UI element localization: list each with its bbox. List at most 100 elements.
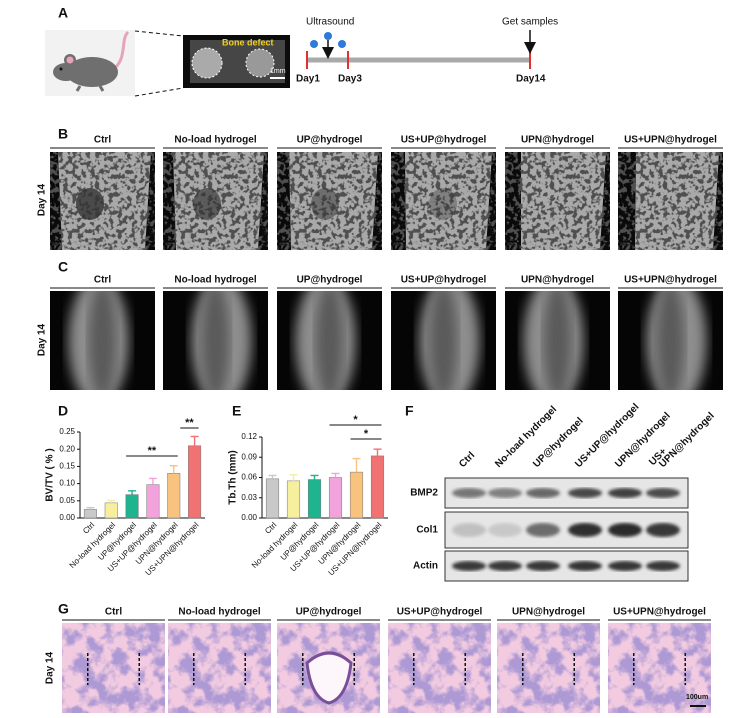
y-tick-label: 0.00 — [59, 513, 75, 522]
y-tick-label: 0.05 — [59, 496, 75, 505]
ct-texture — [505, 152, 610, 250]
panel-label: A — [58, 5, 68, 21]
mouse-illustration — [45, 30, 135, 96]
he-implant — [305, 651, 353, 705]
image — [618, 291, 723, 390]
significance-label: ** — [148, 445, 157, 457]
blot-band — [608, 561, 642, 571]
error-bar — [128, 490, 137, 495]
he-texture — [62, 623, 165, 713]
ct-defect — [311, 188, 339, 220]
zoom-line — [134, 87, 184, 97]
image — [391, 152, 496, 250]
blot-band — [452, 523, 486, 537]
lane-label: No-load hydrogel — [493, 404, 559, 470]
image — [505, 152, 610, 250]
image — [50, 291, 155, 390]
ct-texture — [618, 152, 723, 250]
xray-core — [201, 291, 230, 390]
error-bar — [190, 435, 199, 446]
ct-defect — [76, 188, 104, 220]
y-tick-label: 0.25 — [59, 427, 75, 436]
he-texture — [168, 623, 271, 713]
blot-band — [568, 561, 602, 571]
error-bar — [86, 506, 95, 510]
error-bar — [331, 472, 340, 478]
image — [163, 152, 268, 250]
row-label: Day 14 — [37, 183, 48, 216]
group-header: US+UP@hydrogel — [397, 607, 483, 618]
blot-band — [646, 488, 680, 498]
image — [391, 291, 496, 390]
error-bar — [169, 465, 178, 474]
scale-label: 1mm — [270, 68, 286, 75]
lane-label: US+UP@hydrogel — [573, 402, 641, 470]
xray-core — [315, 291, 344, 390]
blot-band — [526, 488, 560, 498]
image — [62, 623, 165, 713]
group-header: Ctrl — [94, 135, 111, 146]
group-header: US+UPN@hydrogel — [624, 275, 717, 286]
bar — [146, 484, 160, 519]
bar — [286, 480, 301, 519]
scale-label: 100um — [686, 694, 708, 701]
bar — [83, 509, 97, 519]
blot-band — [488, 561, 522, 571]
y-tick-label: 0.06 — [241, 473, 257, 482]
row-label: BMP2 — [410, 488, 438, 499]
y-tick-label: 0.09 — [241, 452, 257, 461]
timeline-label: Ultrasound — [306, 17, 354, 28]
image — [277, 623, 380, 713]
y-tick-label: 0.20 — [59, 444, 75, 453]
error-bar — [289, 474, 298, 481]
bar — [104, 502, 118, 519]
group-header: No-load hydrogel — [178, 607, 260, 618]
blot-band — [568, 488, 602, 498]
error-bar — [107, 499, 116, 503]
bar — [125, 494, 139, 519]
blot-band — [646, 561, 680, 571]
xray-core — [429, 291, 458, 390]
error-bar — [310, 474, 319, 480]
he-texture — [388, 623, 491, 713]
y-tick-label: 0.15 — [59, 462, 75, 471]
bar — [188, 445, 202, 519]
row-label: Day 14 — [45, 651, 56, 684]
blot-band — [568, 523, 602, 537]
image — [277, 291, 382, 390]
timeline — [306, 30, 536, 69]
group-header: UP@hydrogel — [297, 135, 363, 146]
bar — [167, 473, 181, 519]
image — [277, 152, 382, 250]
group-header: US+UPN@hydrogel — [624, 135, 717, 146]
y-axis-label: Tb.Th (mm) — [228, 450, 239, 504]
group-header: UPN@hydrogel — [512, 607, 585, 618]
group-header: UP@hydrogel — [297, 275, 363, 286]
panel-label: F — [405, 403, 414, 419]
error-bar — [268, 474, 277, 479]
he-texture — [608, 623, 711, 713]
image — [388, 623, 491, 713]
lane-label: Ctrl — [457, 450, 477, 470]
blot-band — [526, 523, 560, 537]
y-axis-label: BV/TV ( % ) — [45, 448, 56, 501]
group-header: UPN@hydrogel — [521, 135, 594, 146]
panel-label: C — [58, 259, 68, 275]
bar — [265, 478, 280, 519]
significance-label: * — [353, 414, 358, 426]
image — [618, 152, 723, 250]
row-label: Col1 — [416, 525, 438, 536]
group-header: No-load hydrogel — [174, 135, 256, 146]
image — [50, 152, 155, 250]
image — [497, 623, 600, 713]
blot-band — [452, 561, 486, 571]
ct-defect — [193, 188, 221, 220]
group-header: UPN@hydrogel — [521, 275, 594, 286]
panel-label: G — [58, 601, 69, 617]
xray-core — [543, 291, 572, 390]
x-tick-label: Ctrl — [263, 520, 278, 535]
xray-core — [88, 291, 117, 390]
bone-photo — [183, 35, 290, 88]
panel-label: B — [58, 126, 68, 142]
image — [163, 291, 268, 390]
